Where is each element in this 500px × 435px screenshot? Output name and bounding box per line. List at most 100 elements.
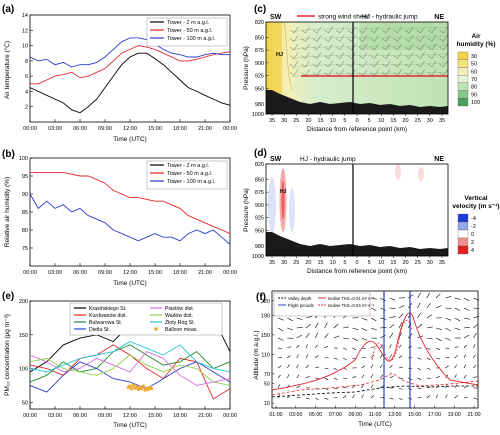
wind-arrow: [463, 307, 470, 311]
wind-barb: [312, 43, 322, 51]
wind-arrow: [408, 294, 414, 299]
velocity-field: [266, 164, 448, 256]
wind-barb: [416, 52, 425, 59]
wind-arrow: [333, 335, 340, 339]
wind-arrow: [473, 364, 477, 369]
legend-label: Tower - 100 m a.g.l.: [167, 36, 216, 42]
wind-barb: [381, 52, 391, 59]
y-tick-label: 85: [22, 210, 28, 216]
x-tick-label: 0: [355, 260, 358, 266]
wind-barb: [289, 52, 299, 59]
x-tick-label: 13:00: [388, 412, 401, 418]
wind-barb: [358, 43, 368, 51]
y-label-a: Air temperature (°C): [3, 41, 11, 99]
y-tick-label: 150: [261, 333, 270, 339]
x-axis-f: 01:00 03:00 05:00 07:00 09:00 11:00 13:00 15:00…: [269, 405, 481, 418]
wind-arrow: [389, 397, 394, 400]
colorbar-swatch: [457, 67, 469, 76]
wind-arrow: [287, 317, 293, 322]
panel-a: (a) 2 4 6 8 10 12 14 00:00 03:00 06:00 09:00 12:00…: [2, 4, 237, 143]
legend-label: Bulwarowa St.: [89, 320, 122, 326]
wind-arrow: [417, 357, 422, 360]
wind-arrow: [398, 344, 402, 349]
wind-barb: [370, 26, 379, 34]
wind-arrow: [417, 292, 421, 299]
wind-barb: [439, 35, 448, 42]
wind-arrow: [463, 344, 467, 349]
annotation-hj-c: HJ: [276, 52, 283, 58]
series-line-2: [29, 37, 230, 68]
wind-arrow: [398, 332, 402, 339]
wind-arrow: [343, 326, 350, 329]
y-tick-label: 900: [255, 203, 264, 209]
y-tick-label: 220: [261, 299, 270, 305]
wind-barb: [289, 69, 299, 76]
x-tick-label: 01:00: [269, 412, 282, 418]
legend-b: Tower - 2 m a.g.l. Tower - 50 m a.g.l. Tow…: [146, 160, 228, 190]
balloon-point: [150, 387, 154, 391]
x-tick-label: 19:00: [448, 412, 461, 418]
wind-arrow: [417, 312, 421, 319]
wind-arrow: [370, 355, 375, 359]
wind-arrow: [426, 326, 433, 329]
colorbar-swatch: [457, 245, 469, 255]
x-tick-label: 5: [343, 118, 346, 124]
y-tick-label: 4: [25, 89, 28, 95]
wind-arrow: [352, 384, 356, 389]
top-label-sw-c: SW: [270, 14, 282, 21]
wind-arrow: [370, 374, 374, 379]
wind-arrow: [463, 374, 467, 379]
x-tick-label: 09:00: [98, 413, 112, 419]
x-tick-label: 05:00: [309, 412, 322, 418]
x-tick-label: 15: [318, 260, 324, 266]
wind-barb: [427, 60, 437, 68]
wind-arrow: [370, 364, 374, 369]
y-tick-label: 1000: [252, 112, 264, 118]
wind-arrow: [277, 347, 282, 349]
wind-arrow: [324, 387, 329, 391]
y-tick-label: 95: [22, 174, 28, 180]
legend-label: Isoline TKE=0.01 m² s⁻²: [328, 296, 375, 301]
wind-arrow: [352, 327, 359, 330]
legend-label: Tower - 2 m a.g.l.: [167, 20, 210, 26]
series-line-1: [30, 45, 231, 85]
wind-arrow: [305, 332, 310, 339]
colorbar-tick-label: 0: [471, 232, 474, 238]
x-tick-label: 15: [318, 118, 324, 124]
wind-arrow: [463, 354, 467, 359]
wind-arrow: [389, 297, 396, 301]
wind-arrow: [380, 307, 386, 311]
x-tick-label: 10: [378, 118, 384, 124]
wind-arrow: [426, 386, 431, 389]
legend-f: Valley depth Flight periods Isoline TKE=0.…: [273, 292, 375, 317]
wind-arrow: [389, 354, 392, 359]
y-tick-label: 925: [255, 216, 264, 222]
panel-c: (c) SW NE strong wind shear HJ - hydraul…: [243, 4, 496, 133]
wind-barb: [324, 60, 333, 68]
wind-arrow: [370, 346, 375, 349]
wind-arrow: [380, 334, 386, 339]
x-tick-label: 21:00: [198, 126, 212, 132]
wind-arrow: [435, 337, 442, 342]
series-group-b: [29, 171, 231, 245]
wind-arrow: [277, 327, 284, 332]
wind-barb: [381, 35, 391, 42]
wind-arrow: [361, 356, 366, 359]
wind-barb: [404, 26, 414, 34]
y-axis-b: 75 80 85 90 95 100: [19, 156, 33, 252]
legend-label: Flight periods: [288, 303, 314, 308]
wind-barb: [312, 26, 322, 34]
wind-arrow: [389, 364, 393, 369]
wind-barb: [301, 52, 310, 59]
tke-isoline-001: [271, 312, 479, 391]
y-tick-label: 12: [22, 28, 28, 34]
colorbar-d: -4 -2 0 2 4: [457, 213, 476, 255]
wind-arrow: [463, 326, 470, 329]
wind-arrow: [361, 374, 365, 379]
wind-arrow: [342, 347, 347, 350]
updraft-zone-2: [395, 164, 401, 180]
wind-arrow: [333, 367, 338, 371]
x-tick-label: 21:00: [198, 270, 212, 276]
wind-arrow: [435, 293, 441, 299]
y-label-f: Altitude (m a.g.l.): [253, 330, 260, 379]
